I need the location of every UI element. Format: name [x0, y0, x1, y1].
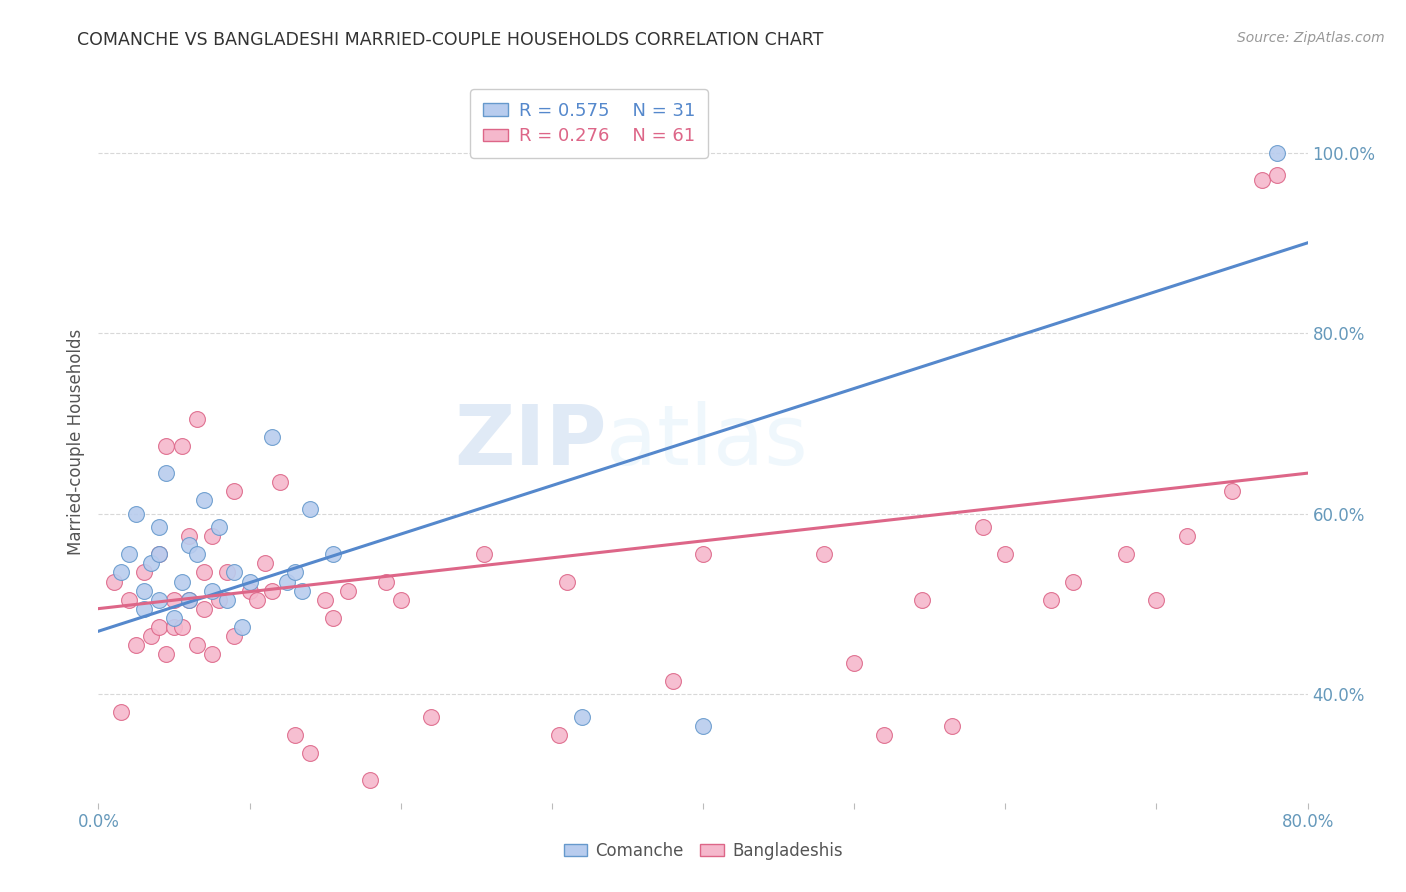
- Point: [224, 629, 246, 643]
- Point: [179, 592, 201, 607]
- Point: [208, 520, 231, 534]
- Point: [661, 673, 683, 688]
- Point: [215, 566, 238, 580]
- Point: [163, 620, 186, 634]
- Point: [141, 629, 163, 643]
- Point: [186, 412, 208, 426]
- Point: [125, 638, 148, 652]
- Point: [941, 719, 963, 733]
- Point: [1267, 168, 1289, 182]
- Point: [813, 548, 835, 562]
- Point: [193, 601, 215, 615]
- Point: [692, 548, 714, 562]
- Point: [179, 529, 201, 543]
- Point: [299, 746, 322, 760]
- Text: atlas: atlas: [606, 401, 808, 482]
- Point: [322, 610, 344, 624]
- Point: [132, 601, 155, 615]
- Point: [148, 592, 170, 607]
- Point: [201, 529, 224, 543]
- Point: [1251, 172, 1274, 186]
- Point: [103, 574, 125, 589]
- Point: [284, 728, 307, 742]
- Point: [1039, 592, 1062, 607]
- Text: Source: ZipAtlas.com: Source: ZipAtlas.com: [1237, 31, 1385, 45]
- Point: [215, 592, 238, 607]
- Point: [911, 592, 934, 607]
- Point: [118, 548, 141, 562]
- Point: [262, 430, 284, 444]
- Point: [201, 647, 224, 661]
- Point: [170, 439, 193, 453]
- Point: [269, 475, 291, 490]
- Point: [314, 592, 336, 607]
- Point: [179, 592, 201, 607]
- Y-axis label: Married-couple Households: Married-couple Households: [66, 328, 84, 555]
- Point: [148, 548, 170, 562]
- Point: [231, 620, 253, 634]
- Point: [186, 638, 208, 652]
- Point: [163, 610, 186, 624]
- Text: ZIP: ZIP: [454, 401, 606, 482]
- Point: [262, 583, 284, 598]
- Point: [110, 706, 132, 720]
- Point: [472, 548, 495, 562]
- Point: [322, 548, 344, 562]
- Point: [201, 583, 224, 598]
- Point: [284, 566, 307, 580]
- Point: [1267, 145, 1289, 160]
- Point: [170, 620, 193, 634]
- Point: [291, 583, 314, 598]
- Point: [1115, 548, 1137, 562]
- Point: [571, 710, 593, 724]
- Point: [336, 583, 359, 598]
- Point: [844, 656, 866, 670]
- Point: [873, 728, 896, 742]
- Point: [148, 548, 170, 562]
- Point: [148, 520, 170, 534]
- Point: [208, 592, 231, 607]
- Point: [224, 484, 246, 499]
- Point: [526, 846, 548, 860]
- Point: [155, 466, 177, 480]
- Point: [193, 493, 215, 508]
- Point: [276, 574, 298, 589]
- Point: [246, 592, 269, 607]
- Point: [132, 583, 155, 598]
- Point: [110, 566, 132, 580]
- Point: [132, 566, 155, 580]
- Point: [1144, 592, 1167, 607]
- Point: [125, 507, 148, 521]
- Point: [253, 557, 276, 571]
- Point: [155, 439, 177, 453]
- Point: [994, 548, 1017, 562]
- Point: [972, 520, 994, 534]
- Point: [360, 773, 382, 788]
- Point: [179, 538, 201, 552]
- Point: [1175, 529, 1198, 543]
- Point: [163, 592, 186, 607]
- Point: [155, 647, 177, 661]
- Point: [224, 566, 246, 580]
- Point: [389, 592, 412, 607]
- Point: [186, 548, 208, 562]
- Point: [118, 592, 141, 607]
- Point: [193, 566, 215, 580]
- Text: COMANCHE VS BANGLADESHI MARRIED-COUPLE HOUSEHOLDS CORRELATION CHART: COMANCHE VS BANGLADESHI MARRIED-COUPLE H…: [77, 31, 824, 49]
- Point: [548, 728, 571, 742]
- Point: [170, 574, 193, 589]
- Point: [141, 557, 163, 571]
- Legend: Comanche, Bangladeshis: Comanche, Bangladeshis: [557, 836, 849, 867]
- Point: [239, 583, 262, 598]
- Point: [692, 719, 714, 733]
- Point: [420, 710, 443, 724]
- Point: [555, 574, 578, 589]
- Point: [299, 502, 322, 516]
- Point: [148, 620, 170, 634]
- Point: [239, 574, 262, 589]
- Point: [374, 574, 396, 589]
- Point: [1062, 574, 1084, 589]
- Point: [1220, 484, 1243, 499]
